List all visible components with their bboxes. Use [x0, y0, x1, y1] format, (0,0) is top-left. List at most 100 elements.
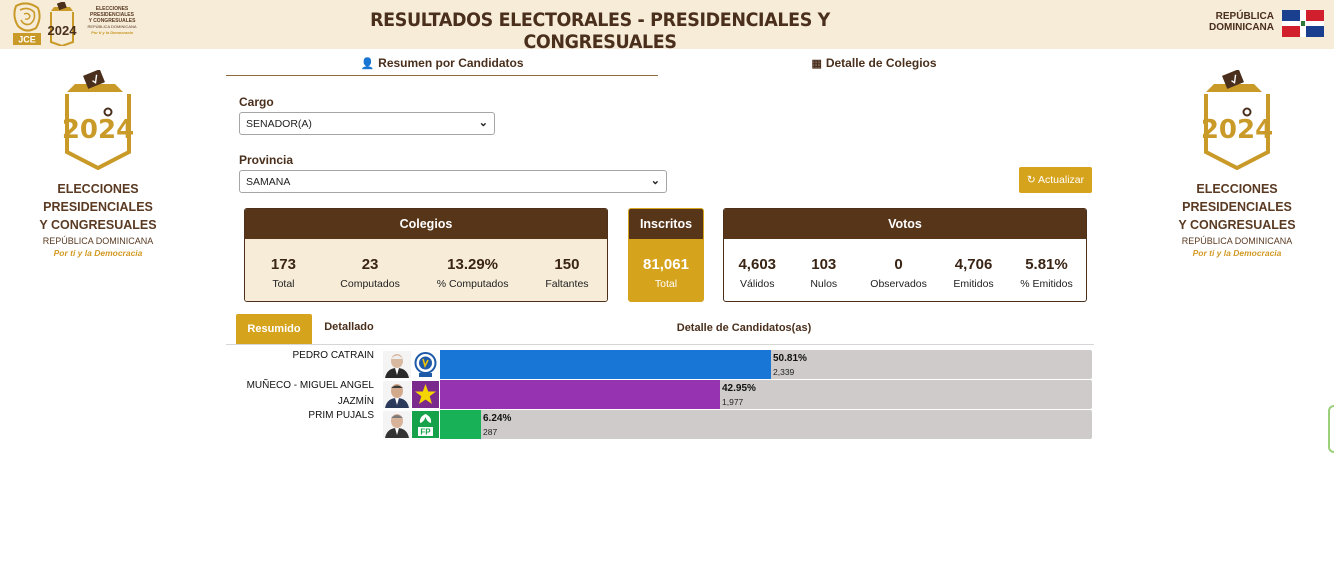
side-year-right: 2024	[1202, 115, 1272, 145]
votos-observados-label: Observados	[870, 278, 927, 290]
result-percent: 50.81%	[773, 353, 807, 364]
provincia-value: SAMANA	[246, 176, 291, 188]
side-line-1: ELECCIONES	[1196, 182, 1278, 196]
update-button[interactable]: ↻ Actualizar	[1019, 167, 1092, 193]
mini-slogan: Por ti y la Democracia	[91, 30, 133, 35]
candidate-photo-icon	[383, 351, 411, 378]
colegios-total-label: Total	[272, 278, 295, 290]
results-divider	[226, 344, 1094, 345]
votos-pct-emitidos-value: 5.81%	[1025, 256, 1068, 273]
colegios-card: Colegios 173 Total 23 Computados 13.29% …	[244, 208, 608, 302]
mini-title-2: PRESIDENCIALES	[90, 12, 134, 18]
chevron-down-icon: ⌄	[650, 175, 660, 187]
votos-card: Votos 4,603 Válidos 103 Nulos 0 Observad…	[723, 208, 1087, 302]
top-header: JCE 2024 ELECCIONES PRESIDENCIALES Y CON…	[0, 0, 1334, 53]
inscritos-total: 81,061 Total	[643, 256, 689, 290]
colegios-computados-value: 23	[361, 256, 379, 273]
votos-emitidos-value: 4,706	[954, 256, 993, 273]
election-2024-logo-icon: 2024	[1202, 70, 1272, 170]
tab-detalle-colegios[interactable]: ▦ Detalle de Colegios	[658, 56, 1090, 76]
update-label: Actualizar	[1038, 174, 1085, 186]
side-line-2: PRESIDENCIALES	[43, 200, 153, 214]
mini-year: 2024	[48, 23, 78, 38]
votos-nulos-value: 103	[811, 256, 837, 273]
votos-validos: 4,603 Válidos	[737, 256, 777, 290]
colegios-computados-label: Computados	[340, 278, 400, 290]
result-bar-fill	[440, 410, 481, 439]
candidate-row[interactable]: MUÑECO - MIGUEL ANGEL JAZMÍN 42.95% 1,97…	[240, 378, 1092, 410]
colegios-computados: 23 Computados	[340, 256, 400, 301]
fp-party-icon: FP	[412, 411, 439, 438]
colegios-total: 173 Total	[263, 256, 303, 301]
result-bar-fill	[440, 380, 720, 409]
detalle-candidatos-title: Detalle de Candidatos(as)	[676, 322, 812, 334]
candidate-name: MUÑECO - MIGUEL ANGEL JAZMÍN	[240, 378, 374, 410]
cargo-label: Cargo	[239, 95, 274, 109]
result-bar-track: 42.95% 1,977	[440, 380, 1092, 409]
result-votes: 2,339	[773, 367, 795, 377]
colegios-total-value: 173	[270, 256, 296, 273]
candidate-name: PRIM PUJALS	[240, 408, 374, 424]
refresh-icon: ↻	[1026, 174, 1036, 186]
votos-title: Votos	[724, 209, 1086, 239]
country-name: REPÚBLICA DOMINICANA	[1209, 11, 1274, 33]
votos-emitidos-label: Emitidos	[953, 278, 994, 290]
tab-detalle-label: Detalle de Colegios	[825, 56, 937, 70]
side-line-3: Y CONGRESUALES	[39, 218, 157, 232]
candidate-row[interactable]: PEDRO CATRAIN 50.81% 2,339	[240, 348, 1092, 379]
tab-resumen-label: Resumen por Candidatos	[378, 56, 524, 70]
side-logo-right: 2024 ELECCIONES PRESIDENCIALES Y CONGRES…	[1167, 70, 1307, 258]
inscritos-card: Inscritos 81,061 Total	[628, 208, 704, 302]
candidate-name-line-1: MUÑECO - MIGUEL ANGEL	[246, 380, 374, 391]
colegios-pct-computados: 13.29% % Computados	[437, 256, 509, 301]
cargo-select[interactable]: SENADOR(A) ⌄	[239, 112, 495, 135]
pld-party-icon	[412, 381, 439, 408]
country-line-2: DOMINICANA	[1209, 22, 1274, 33]
mini-2024-logo-icon: 2024	[48, 2, 78, 46]
side-year-left: 2024	[63, 115, 133, 145]
side-title-right: ELECCIONES PRESIDENCIALES Y CONGRESUALES	[1167, 180, 1307, 234]
provincia-select[interactable]: SAMANA ⌄	[239, 170, 667, 193]
votos-validos-label: Válidos	[740, 278, 775, 290]
result-percent: 42.95%	[722, 383, 756, 394]
result-votes: 287	[483, 427, 498, 437]
result-bar-fill	[440, 350, 771, 379]
votos-validos-value: 4,603	[738, 256, 777, 273]
side-slogan-right: Por ti y la Democracia	[1192, 248, 1282, 258]
mini-title-1: ELECCIONES	[95, 6, 129, 12]
prm-party-icon	[412, 351, 439, 378]
side-country-left: REPÚBLICA DOMINICANA	[42, 236, 154, 246]
candidate-name-line-2: JAZMÍN	[337, 396, 374, 407]
colegios-title: Colegios	[245, 209, 607, 239]
provincia-label: Provincia	[239, 153, 294, 167]
election-2024-logo-icon: 2024	[63, 70, 133, 170]
page-title: RESULTADOS ELECTORALES - PRESIDENCIALES …	[370, 9, 830, 53]
fp-label: FP	[420, 428, 431, 437]
side-line-2: PRESIDENCIALES	[1182, 200, 1292, 214]
result-bar-track: 6.24% 287	[440, 410, 1092, 439]
candidate-row[interactable]: PRIM PUJALS FP 6.24% 287	[240, 408, 1092, 439]
inscritos-total-value: 81,061	[643, 256, 689, 273]
inscritos-title: Inscritos	[629, 209, 703, 239]
votos-pct-emitidos-label: % Emitidos	[1020, 278, 1073, 290]
candidate-name-line-1: PEDRO CATRAIN	[292, 350, 375, 361]
colegios-pct-value: 13.29%	[447, 256, 499, 273]
votos-emitidos: 4,706 Emitidos	[953, 256, 993, 290]
dominican-flag-icon	[1282, 10, 1324, 37]
candidate-photo-icon	[383, 381, 411, 408]
tab-resumen-candidatos[interactable]: 👤 Resumen por Candidatos	[226, 56, 658, 76]
candidate-photo-icon	[383, 411, 411, 438]
colegios-pct-label: % Computados	[436, 278, 509, 290]
result-bar-track: 50.81% 2,339	[440, 350, 1092, 379]
side-line-1: ELECCIONES	[57, 182, 139, 196]
jce-logo-icon: JCE	[12, 2, 42, 46]
side-feedback-tab[interactable]	[1328, 405, 1334, 453]
side-country-right: REPÚBLICA DOMINICANA	[1181, 236, 1293, 246]
candidate-name: PEDRO CATRAIN	[240, 348, 375, 364]
tab-resumido[interactable]: Resumido	[236, 314, 312, 344]
building-icon: ▦	[811, 58, 822, 70]
tab-detallado[interactable]: Detallado	[324, 321, 374, 333]
chevron-down-icon: ⌄	[478, 117, 488, 129]
jce-text: JCE	[18, 35, 36, 45]
side-slogan-left: Por ti y la Democracia	[53, 248, 143, 258]
